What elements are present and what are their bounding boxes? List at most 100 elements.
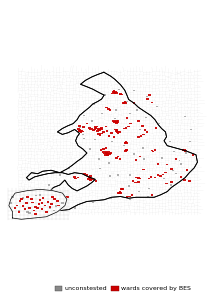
- Polygon shape: [51, 204, 53, 206]
- Polygon shape: [132, 180, 134, 182]
- Polygon shape: [34, 213, 37, 214]
- Polygon shape: [142, 134, 145, 135]
- Polygon shape: [111, 92, 113, 94]
- Polygon shape: [105, 106, 108, 108]
- Polygon shape: [146, 131, 148, 133]
- Polygon shape: [118, 88, 120, 90]
- Polygon shape: [51, 205, 53, 207]
- Polygon shape: [11, 196, 14, 198]
- Polygon shape: [101, 129, 103, 130]
- Polygon shape: [105, 152, 108, 153]
- Polygon shape: [47, 201, 49, 203]
- Polygon shape: [146, 98, 149, 100]
- Polygon shape: [110, 198, 112, 199]
- Polygon shape: [113, 136, 115, 138]
- Polygon shape: [113, 90, 115, 92]
- Polygon shape: [92, 202, 94, 203]
- Polygon shape: [106, 130, 108, 132]
- Polygon shape: [26, 211, 29, 213]
- Polygon shape: [61, 202, 64, 204]
- Polygon shape: [124, 142, 127, 143]
- Polygon shape: [80, 131, 82, 133]
- Polygon shape: [33, 210, 35, 212]
- Polygon shape: [89, 148, 91, 150]
- Polygon shape: [49, 207, 51, 209]
- Polygon shape: [137, 120, 140, 122]
- Polygon shape: [41, 202, 43, 204]
- Polygon shape: [142, 148, 144, 149]
- Polygon shape: [66, 196, 68, 198]
- Polygon shape: [147, 196, 149, 197]
- Polygon shape: [125, 141, 127, 143]
- Polygon shape: [79, 129, 81, 130]
- Polygon shape: [18, 210, 20, 211]
- Polygon shape: [79, 130, 82, 132]
- Polygon shape: [126, 196, 128, 198]
- Polygon shape: [115, 122, 118, 124]
- Polygon shape: [173, 151, 175, 152]
- Polygon shape: [28, 207, 31, 209]
- Polygon shape: [55, 202, 57, 204]
- Polygon shape: [87, 179, 89, 180]
- Polygon shape: [118, 130, 120, 132]
- Polygon shape: [139, 129, 141, 130]
- Polygon shape: [150, 176, 152, 178]
- Polygon shape: [114, 120, 116, 122]
- Polygon shape: [165, 192, 166, 193]
- Polygon shape: [126, 149, 128, 151]
- Polygon shape: [49, 206, 51, 208]
- Polygon shape: [88, 177, 91, 178]
- Polygon shape: [86, 174, 88, 176]
- Polygon shape: [146, 96, 148, 97]
- Polygon shape: [99, 129, 101, 131]
- Polygon shape: [9, 189, 67, 219]
- Polygon shape: [112, 141, 113, 142]
- Polygon shape: [183, 179, 186, 181]
- Polygon shape: [79, 127, 81, 128]
- Polygon shape: [74, 178, 77, 179]
- Polygon shape: [45, 211, 47, 213]
- Polygon shape: [120, 94, 123, 95]
- Polygon shape: [112, 91, 114, 92]
- Polygon shape: [119, 158, 121, 160]
- Polygon shape: [123, 128, 125, 129]
- Polygon shape: [31, 202, 34, 203]
- Polygon shape: [180, 163, 182, 164]
- Polygon shape: [107, 154, 109, 156]
- Polygon shape: [50, 203, 53, 205]
- Polygon shape: [100, 127, 103, 129]
- Polygon shape: [184, 116, 186, 117]
- Polygon shape: [115, 130, 118, 132]
- Polygon shape: [39, 194, 41, 196]
- Polygon shape: [115, 109, 117, 110]
- Polygon shape: [105, 126, 107, 127]
- Polygon shape: [97, 133, 100, 135]
- Polygon shape: [117, 193, 120, 194]
- Polygon shape: [116, 129, 118, 131]
- Polygon shape: [94, 139, 96, 140]
- Polygon shape: [189, 141, 191, 142]
- Polygon shape: [91, 121, 93, 122]
- Polygon shape: [65, 196, 67, 198]
- Polygon shape: [138, 191, 141, 192]
- Polygon shape: [129, 175, 131, 176]
- Polygon shape: [107, 152, 110, 154]
- Polygon shape: [117, 132, 119, 134]
- Polygon shape: [87, 178, 90, 179]
- Polygon shape: [139, 178, 141, 179]
- Polygon shape: [124, 142, 126, 144]
- Polygon shape: [175, 173, 177, 174]
- Polygon shape: [152, 151, 155, 152]
- Polygon shape: [22, 197, 24, 199]
- Polygon shape: [183, 149, 186, 151]
- Polygon shape: [118, 192, 121, 194]
- Polygon shape: [18, 211, 20, 213]
- Polygon shape: [135, 177, 138, 178]
- Polygon shape: [24, 208, 26, 210]
- Polygon shape: [77, 128, 80, 130]
- Polygon shape: [114, 91, 117, 93]
- Polygon shape: [36, 207, 39, 209]
- Polygon shape: [132, 89, 135, 91]
- Polygon shape: [190, 129, 192, 130]
- Polygon shape: [98, 158, 100, 160]
